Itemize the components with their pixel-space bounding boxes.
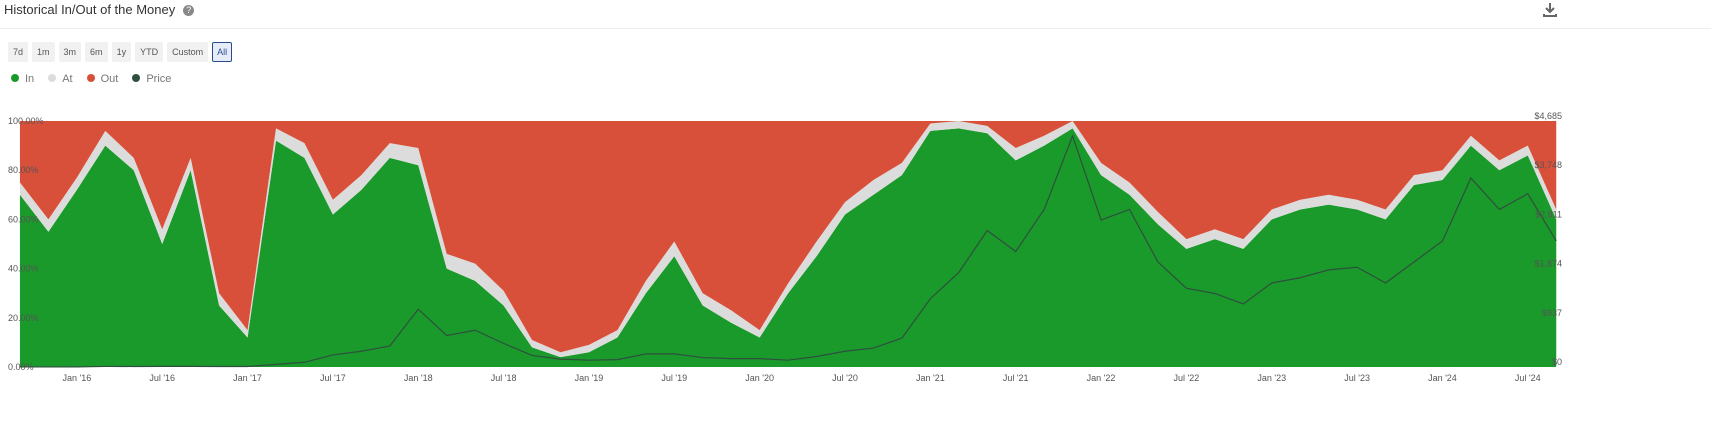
area: [19, 128, 1557, 367]
y-tick-label: 0.00%: [8, 362, 34, 372]
range-button[interactable]: 7d: [8, 42, 29, 62]
y-tick-label: 100.00%: [8, 116, 44, 126]
range-button[interactable]: 6m: [85, 42, 108, 62]
range-buttons: 7d 1m 3m 6m 1y YTD Custom All: [8, 42, 233, 62]
range-button[interactable]: 3m: [58, 42, 82, 62]
range-button[interactable]: Custom: [167, 42, 209, 62]
x-tick-label: Jan '19: [575, 373, 604, 383]
x-tick-label: Jul '23: [1344, 373, 1370, 383]
x-tick-label: Jan '16: [62, 373, 91, 383]
y-tick-label: 20.00%: [8, 313, 39, 323]
range-button[interactable]: 1m: [32, 42, 55, 62]
x-tick-label: Jan '20: [745, 373, 774, 383]
price-line: [19, 134, 1557, 368]
legend-label: In: [25, 73, 35, 85]
title: Historical In/Out of the Money?: [4, 2, 195, 17]
title-text: Historical In/Out of the Money: [4, 2, 176, 17]
legend-item[interactable]: Out: [86, 73, 119, 85]
range-button[interactable]: 1y: [111, 42, 132, 62]
y2-tick-label: $2,811: [1535, 209, 1562, 219]
x-tick-label: Jan '23: [1257, 373, 1286, 383]
y2-tick-label: $937: [1542, 308, 1562, 318]
y2-tick-label: $3,748: [1534, 160, 1562, 170]
legend-item[interactable]: At: [48, 73, 73, 85]
legend-dot: [132, 74, 141, 82]
legend-label: Out: [100, 73, 119, 85]
y-tick-label: 80.00%: [8, 165, 39, 175]
x-tick-label: Jul '21: [1003, 373, 1029, 383]
download-icon[interactable]: [1540, 0, 1560, 20]
x-tick-label: Jul '17: [320, 373, 346, 383]
help-icon[interactable]: ?: [183, 5, 195, 16]
legend: In At Out Price: [11, 73, 171, 85]
x-tick-label: Jul '16: [149, 373, 175, 383]
legend-label: At: [62, 73, 73, 85]
x-tick-label: Jul '19: [661, 373, 687, 383]
range-button[interactable]: All: [212, 42, 233, 62]
legend-item[interactable]: Price: [132, 73, 171, 85]
legend-dot: [11, 74, 19, 82]
x-tick-label: Jan '18: [404, 373, 433, 383]
area: [19, 121, 1557, 358]
area: [19, 121, 1557, 353]
x-tick-label: Jan '17: [233, 373, 262, 383]
x-tick-label: Jan '22: [1087, 373, 1116, 383]
x-tick-label: Jan '24: [1428, 373, 1457, 383]
y-tick-label: 40.00%: [8, 264, 39, 274]
y2-tick-label: $0: [1552, 357, 1562, 367]
range-button[interactable]: YTD: [135, 42, 164, 62]
legend-item[interactable]: In: [11, 73, 34, 85]
legend-dot: [48, 74, 57, 82]
x-tick-label: Jul '20: [832, 373, 858, 383]
y2-tick-label: $1,874: [1534, 259, 1562, 269]
x-tick-label: Jul '22: [1174, 373, 1200, 383]
separator: [0, 28, 1711, 29]
y-tick-label: 60.00%: [8, 214, 39, 224]
x-tick-label: Jan '21: [916, 373, 945, 383]
y2-tick-label: $4,685: [1534, 111, 1562, 121]
legend-dot: [86, 74, 95, 82]
legend-label: Price: [146, 73, 172, 85]
x-tick-label: Jul '24: [1515, 373, 1541, 383]
x-tick-label: Jul '18: [491, 373, 517, 383]
